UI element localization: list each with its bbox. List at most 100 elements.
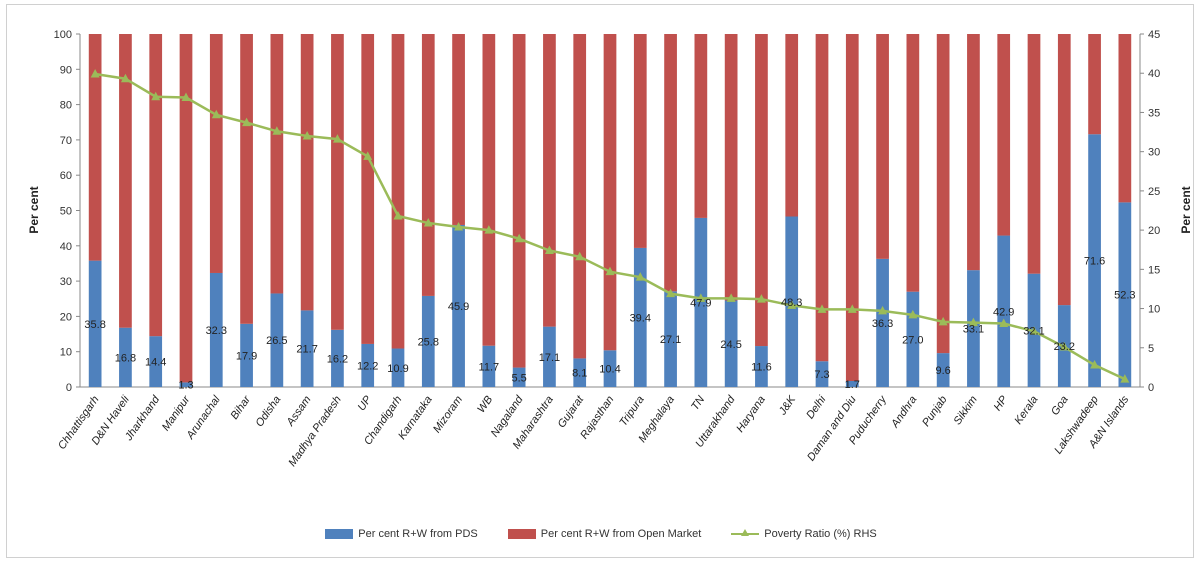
- poverty-line-marker: [1120, 374, 1130, 383]
- bar-pds: [997, 235, 1011, 387]
- poverty-line-marker: [696, 293, 706, 302]
- bar-open-market: [240, 34, 253, 324]
- x-tick-label: Gujarat: [556, 393, 587, 430]
- poverty-line-marker: [484, 225, 494, 234]
- y-tick-label-right: 35: [1148, 107, 1160, 119]
- bar-open-market: [1057, 34, 1071, 306]
- data-label-pds: 10.4: [599, 364, 620, 376]
- data-label-pds: 1.7: [845, 379, 860, 391]
- bar-pds: [1088, 134, 1101, 387]
- data-label-pds: 16.2: [327, 353, 348, 365]
- bar-open-market: [331, 34, 344, 330]
- bar-open-market: [179, 34, 193, 383]
- legend-label-pds: Per cent R+W from PDS: [358, 528, 478, 540]
- x-tick-label: Kerala: [1012, 394, 1040, 427]
- data-label-pds: 36.3: [872, 318, 893, 330]
- poverty-line-marker: [878, 305, 888, 315]
- bar-open-market: [391, 34, 405, 349]
- poverty-line-marker: [393, 210, 403, 220]
- bar-pds: [361, 343, 375, 387]
- poverty-line-marker: [151, 91, 161, 101]
- legend-item-pds: Per cent R+W from PDS: [325, 528, 478, 540]
- data-label-pds: 32.1: [1023, 325, 1044, 337]
- poverty-line-marker: [908, 309, 918, 319]
- bar-open-market: [149, 34, 163, 337]
- y-tick-label-right: 25: [1148, 186, 1160, 198]
- bar-open-market: [209, 34, 223, 273]
- bar-pds: [88, 260, 102, 387]
- poverty-line-marker: [817, 304, 827, 313]
- data-label-pds: 24.5: [720, 339, 741, 351]
- x-tick-label: Manipur: [160, 393, 193, 434]
- bar-pds: [179, 382, 193, 387]
- y-tick-label-left: 90: [60, 64, 72, 76]
- bar-pds: [603, 350, 617, 387]
- data-label-pds: 48.3: [781, 297, 802, 309]
- bar-pds: [240, 323, 253, 387]
- data-label-pds: 9.6: [935, 365, 950, 377]
- poverty-line-marker: [968, 317, 978, 327]
- poverty-line-marker: [302, 130, 312, 140]
- bar-open-market: [603, 34, 617, 351]
- data-label-pds: 39.4: [630, 312, 651, 324]
- data-label-pds: 27.1: [660, 334, 681, 346]
- bar-open-market: [633, 34, 647, 248]
- bar-open-market: [845, 34, 859, 381]
- legend-swatch-pds: [325, 529, 354, 539]
- data-label-pds: 16.8: [115, 352, 136, 364]
- poverty-line-marker: [363, 151, 373, 160]
- x-tick-label: WB: [475, 394, 495, 415]
- y-tick-label-right: 10: [1148, 304, 1160, 316]
- bar-open-market: [270, 34, 284, 294]
- bar-open-market: [967, 34, 980, 271]
- data-label-pds: 17.1: [539, 352, 560, 364]
- data-label-pds: 26.5: [266, 335, 287, 347]
- bar-pds: [694, 217, 708, 387]
- y-tick-label-left: 70: [60, 135, 72, 147]
- x-tick-label: Delhi: [804, 393, 829, 421]
- bar-open-market: [512, 34, 526, 368]
- data-label-pds: 71.6: [1084, 256, 1105, 268]
- data-label-pds: 35.8: [84, 319, 105, 331]
- bar-pds: [967, 270, 980, 387]
- poverty-line-marker: [999, 318, 1009, 327]
- poverty-line-marker: [575, 251, 585, 261]
- poverty-line-marker: [332, 134, 342, 143]
- bar-pds: [633, 247, 647, 387]
- y-tick-label-right: 0: [1148, 382, 1154, 394]
- bar-pds: [149, 336, 163, 387]
- y-axis-title-left: Per cent: [27, 186, 41, 233]
- x-tick-label: Bihar: [228, 393, 253, 422]
- poverty-line-marker: [605, 266, 615, 276]
- x-tick-label: Punjab: [920, 394, 949, 429]
- bar-open-market: [361, 34, 375, 344]
- bar-open-market: [421, 34, 435, 296]
- data-label-pds: 47.9: [690, 297, 711, 309]
- data-label-pds: 42.9: [993, 306, 1014, 318]
- y-tick-label-right: 5: [1148, 343, 1154, 355]
- y-tick-label-left: 10: [60, 347, 72, 359]
- legend-swatch-poverty: [731, 529, 760, 539]
- x-tick-label: UP: [356, 393, 375, 413]
- bar-pds: [936, 353, 950, 387]
- bar-pds: [664, 291, 677, 387]
- bar-pds: [421, 295, 435, 387]
- bar-pds: [300, 310, 314, 387]
- poverty-line-marker: [181, 92, 191, 102]
- bar-pds: [452, 224, 465, 387]
- legend-item-poverty: Poverty Ratio (%) RHS: [731, 528, 877, 540]
- bar-pds: [845, 380, 859, 387]
- data-label-pds: 21.7: [296, 344, 317, 356]
- y-tick-label-left: 60: [60, 170, 72, 182]
- poverty-line-marker: [847, 304, 857, 313]
- bar-open-market: [1088, 34, 1101, 135]
- y-tick-label-right: 15: [1148, 264, 1160, 276]
- data-label-pds: 32.3: [206, 325, 227, 337]
- bar-open-market: [573, 34, 587, 359]
- bar-open-market: [724, 34, 738, 301]
- poverty-line-marker: [423, 218, 433, 227]
- bar-pds: [512, 367, 526, 387]
- data-label-pds: 17.9: [236, 350, 257, 362]
- data-label-pds: 45.9: [448, 301, 469, 313]
